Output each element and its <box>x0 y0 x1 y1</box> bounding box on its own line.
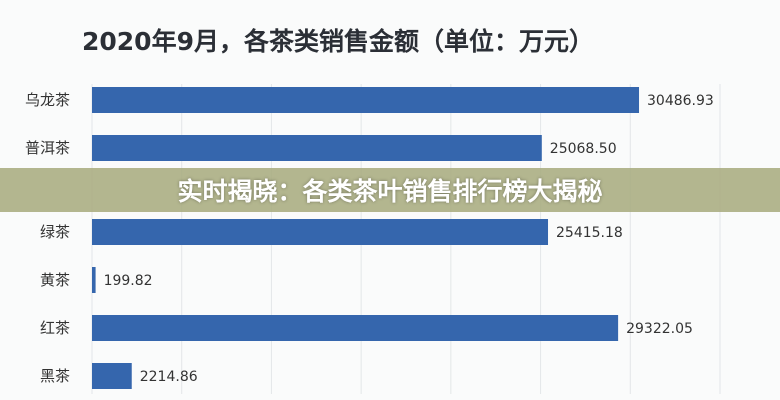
bar <box>92 87 640 113</box>
chart-title: 2020年9月，各茶类销售金额（单位：万元） <box>82 27 594 56</box>
overlay-headline: 实时揭晓：各类茶叶销售排行榜大揭秘 <box>177 177 603 206</box>
value-label: 30486.93 <box>647 93 714 109</box>
category-label: 黑茶 <box>40 367 70 385</box>
value-label: 199.82 <box>104 273 153 289</box>
category-label: 乌龙茶 <box>25 91 70 109</box>
value-label: 2214.86 <box>140 369 198 385</box>
value-label: 25068.50 <box>550 141 617 157</box>
bar <box>92 363 132 389</box>
category-label: 绿茶 <box>40 223 70 241</box>
bar <box>92 135 542 161</box>
value-label: 29322.05 <box>626 321 693 337</box>
overlay-banner: 实时揭晓：各类茶叶销售排行榜大揭秘 <box>0 168 780 212</box>
category-label: 红茶 <box>40 319 70 337</box>
bar <box>92 219 549 245</box>
bar <box>92 267 96 293</box>
value-label: 25415.18 <box>556 225 623 241</box>
category-label: 黄茶 <box>40 271 70 289</box>
category-label: 普洱茶 <box>25 139 70 157</box>
bar <box>92 315 619 341</box>
